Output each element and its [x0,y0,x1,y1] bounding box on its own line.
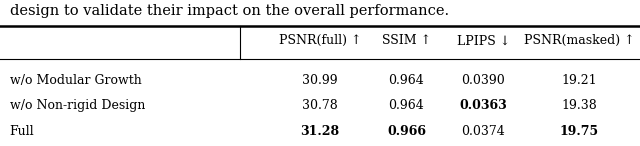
Text: 0.0374: 0.0374 [461,125,505,138]
Text: Full: Full [10,125,34,138]
Text: 0.964: 0.964 [388,99,424,112]
Text: SSIM ↑: SSIM ↑ [382,34,431,47]
Text: 19.75: 19.75 [559,125,599,138]
Text: LPIPS ↓: LPIPS ↓ [456,34,510,47]
Text: 0.964: 0.964 [388,74,424,87]
Text: w/o Non-rigid Design: w/o Non-rigid Design [10,99,145,112]
Text: 19.38: 19.38 [561,99,597,112]
Text: w/o Modular Growth: w/o Modular Growth [10,74,141,87]
Text: 31.28: 31.28 [300,125,340,138]
Text: 30.99: 30.99 [302,74,338,87]
Text: PSNR(full) ↑: PSNR(full) ↑ [279,34,361,47]
Text: 19.21: 19.21 [561,74,597,87]
Text: 30.78: 30.78 [302,99,338,112]
Text: 0.966: 0.966 [387,125,426,138]
Text: 0.0390: 0.0390 [461,74,505,87]
Text: PSNR(masked) ↑: PSNR(masked) ↑ [524,34,634,47]
Text: 0.0363: 0.0363 [460,99,507,112]
Text: design to validate their impact on the overall performance.: design to validate their impact on the o… [10,4,449,18]
